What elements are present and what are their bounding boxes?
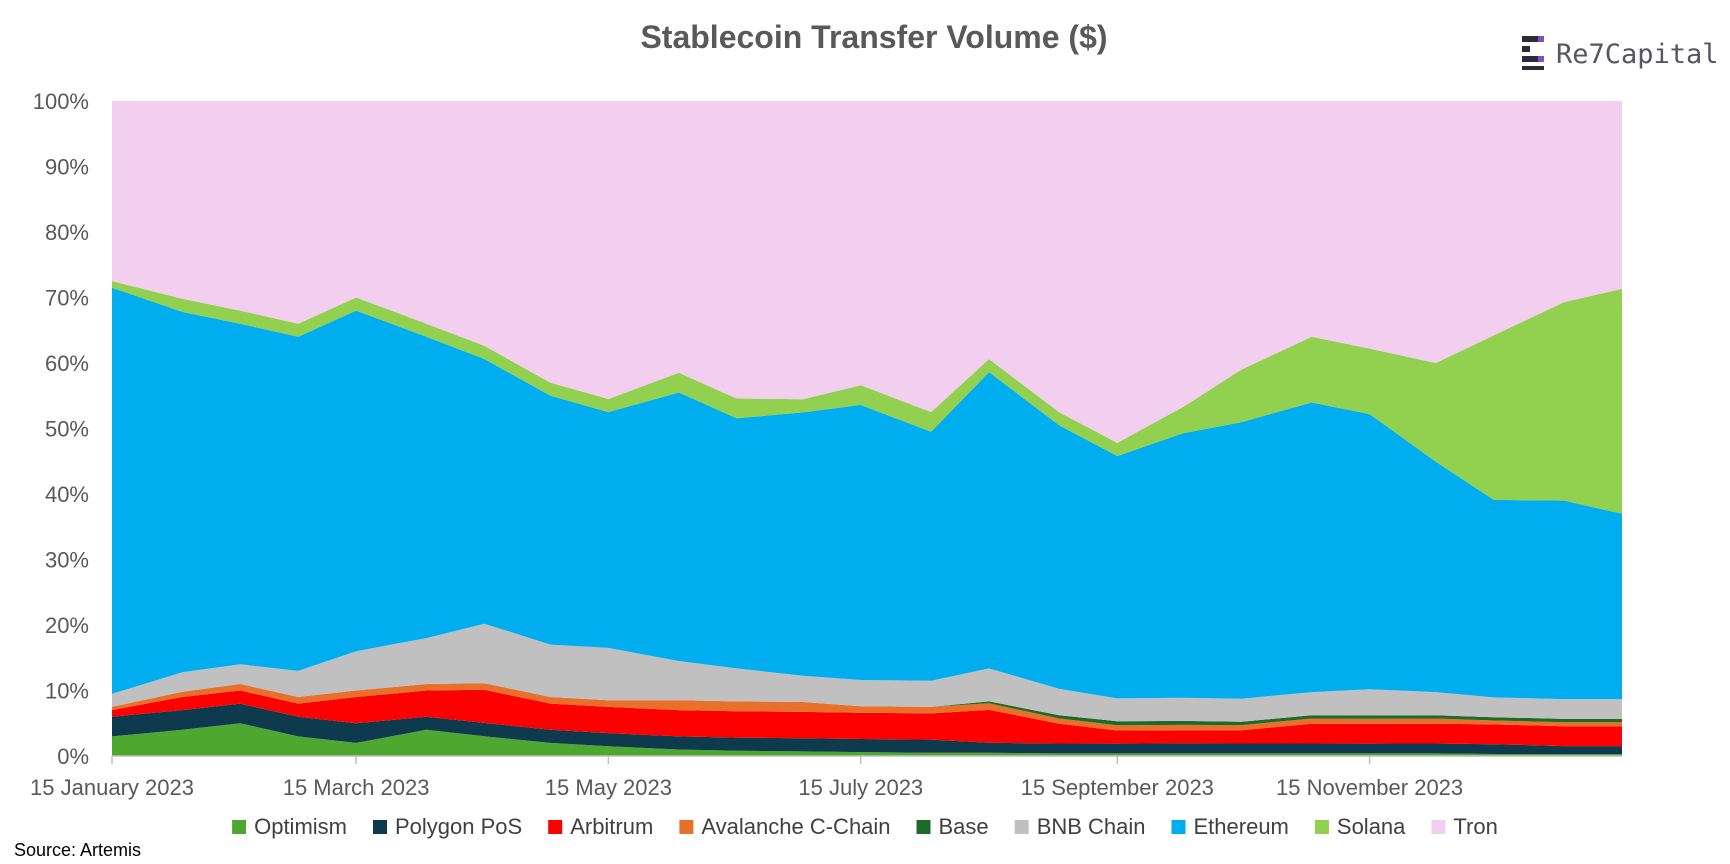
y-tick-label: 90% — [45, 155, 89, 180]
area-tron — [112, 101, 1622, 443]
plot-area — [112, 101, 1622, 756]
y-tick-label: 20% — [45, 613, 89, 638]
x-tick-label: 15 May 2023 — [545, 775, 672, 800]
legend-swatch — [548, 820, 563, 834]
area-solana — [112, 281, 1622, 514]
legend-label: Optimism — [254, 814, 347, 839]
area-polygon-pos — [112, 703, 1622, 754]
legend-item-base: Base — [916, 814, 989, 839]
legend-item-arbitrum: Arbitrum — [548, 814, 653, 839]
chart-title: Stablecoin Transfer Volume ($) — [640, 19, 1107, 55]
source-note: Source: Artemis — [14, 840, 141, 860]
legend-swatch — [232, 820, 247, 834]
legend-item-polygon-pos: Polygon PoS — [373, 814, 522, 839]
y-tick-label: 30% — [45, 548, 89, 573]
legend-swatch — [1171, 820, 1186, 834]
y-tick-label: 0% — [57, 744, 89, 769]
legend-item-solana: Solana — [1314, 814, 1406, 839]
legend-swatch — [679, 820, 694, 834]
y-tick-label: 100% — [33, 89, 89, 114]
y-tick-label: 70% — [45, 286, 89, 311]
area-optimism — [112, 723, 1622, 756]
legend-label: Polygon PoS — [395, 814, 522, 839]
y-tick-label: 60% — [45, 351, 89, 376]
legend-item-bnb-chain: BNB Chain — [1014, 814, 1146, 839]
y-tick-label: 10% — [45, 679, 89, 704]
legend-label: Avalanche C-Chain — [701, 814, 890, 839]
legend-swatch — [916, 820, 931, 834]
legend-label: BNB Chain — [1037, 814, 1146, 839]
legend-swatch — [1014, 820, 1029, 834]
legend-label: Arbitrum — [570, 814, 653, 839]
x-axis: 15 January 2023 15 March 2023 15 May 2023 1… — [30, 755, 1622, 800]
legend-item-avalanche-c-chain: Avalanche C-Chain — [679, 814, 891, 839]
area-ethereum — [112, 287, 1622, 700]
x-tick-label: 15 September 2023 — [1021, 775, 1214, 800]
area-bnb-chain — [112, 623, 1622, 722]
re7-logo: Re7Capital — [1522, 36, 1719, 70]
legend-label: Ethereum — [1194, 814, 1289, 839]
y-tick-label: 50% — [45, 417, 89, 442]
y-tick-label: 80% — [45, 220, 89, 245]
re7-logo-text: Re7Capital — [1556, 39, 1719, 70]
legend-item-tron: Tron — [1431, 814, 1498, 839]
y-axis: 0% 10% 20% 30% 40% 50% 60% 70% 80% 90% 100% — [33, 89, 89, 769]
x-tick-label: 15 July 2023 — [798, 775, 923, 800]
re7-logo-icon — [1522, 36, 1544, 70]
legend-swatch — [1314, 820, 1329, 834]
x-tick-label: 15 November 2023 — [1276, 775, 1463, 800]
legend: Optimism Polygon PoS Arbitrum Avalanche C-C… — [232, 814, 1498, 839]
area-avalanche-c-chain — [112, 683, 1622, 731]
legend-swatch — [1431, 820, 1446, 834]
y-tick-label: 40% — [45, 482, 89, 507]
legend-swatch — [373, 820, 387, 834]
legend-item-optimism: Optimism — [232, 814, 347, 839]
legend-item-ethereum: Ethereum — [1171, 814, 1289, 839]
legend-label: Base — [939, 814, 989, 839]
legend-label: Tron — [1453, 814, 1497, 839]
legend-label: Solana — [1337, 814, 1406, 839]
x-tick-label: 15 January 2023 — [30, 775, 194, 800]
area-arbitrum — [112, 689, 1622, 747]
x-tick-label: 15 March 2023 — [283, 775, 430, 800]
